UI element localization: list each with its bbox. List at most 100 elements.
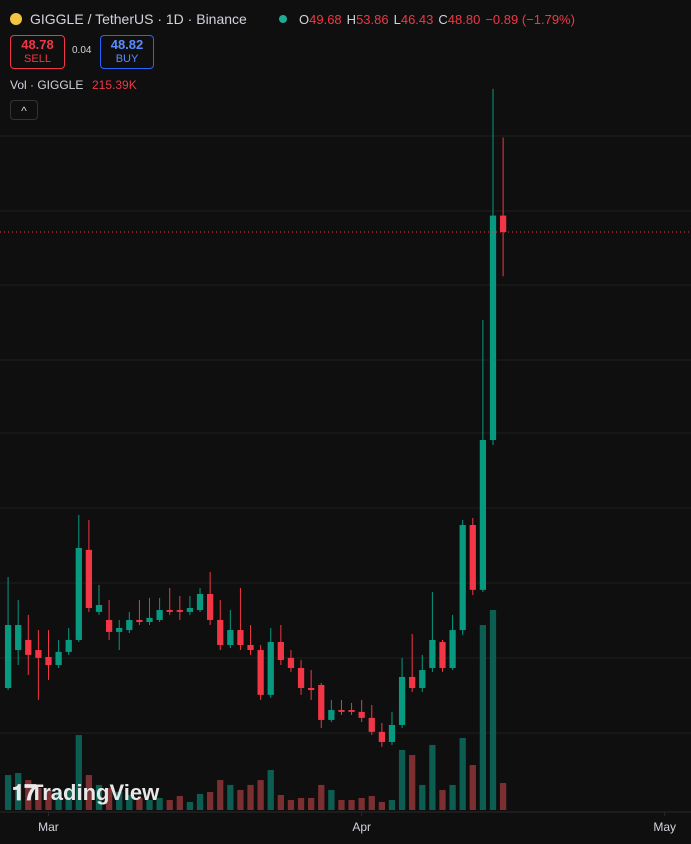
candle-body: [85, 549, 93, 608]
candle-body: [156, 610, 163, 620]
volume-bar: [247, 784, 254, 810]
volume-legend-name: Vol · GIGGLE: [10, 78, 84, 92]
candle-body: [35, 650, 42, 658]
volume-bar: [439, 789, 446, 810]
volume-bar: [186, 801, 194, 810]
buy-button[interactable]: 48.82 BUY: [100, 35, 154, 69]
candle-body: [247, 644, 254, 651]
volume-bar: [15, 773, 22, 810]
volume-bar: [176, 795, 183, 810]
plot: Mar Apr May: [0, 88, 691, 834]
volume-bar: [105, 787, 113, 810]
candle-body: [116, 627, 123, 632]
ohlc-label: O: [299, 12, 310, 27]
candle-body: [267, 642, 274, 695]
ohlc-label: L: [393, 12, 401, 27]
change: −0.89 (−1.79%): [485, 12, 575, 27]
volume-bar: [409, 754, 416, 810]
candle-body: [196, 593, 204, 611]
volume-bar: [25, 780, 32, 810]
volume-bar: [398, 749, 406, 810]
x-tick-label: May: [653, 820, 676, 834]
candle-body: [358, 711, 365, 718]
buy-price: 48.82: [110, 37, 144, 52]
ohlc-value: 53.86: [356, 12, 389, 27]
candle-body: [126, 619, 133, 631]
candle-body: [257, 650, 264, 695]
candle-body: [439, 642, 446, 668]
volume-bar: [156, 797, 163, 810]
ohlc-value: 49.68: [309, 12, 342, 27]
volume-bar: [469, 765, 476, 810]
volume-bar: [196, 793, 204, 810]
volume-bar: [479, 625, 487, 810]
x-tick-label: Mar: [38, 820, 59, 834]
candle-body: [75, 548, 82, 640]
candle-body: [65, 639, 72, 652]
candle-body: [146, 617, 153, 623]
candle-body: [45, 656, 52, 665]
candle-body: [338, 710, 345, 712]
candle-body: [105, 619, 113, 632]
volume-bar: [449, 784, 456, 810]
candle-body: [469, 525, 476, 590]
candle-body: [136, 619, 143, 623]
volume-bar: [267, 770, 274, 810]
volume-bar: [227, 784, 234, 810]
candle-body: [308, 687, 315, 691]
volume-bar: [338, 799, 345, 810]
buy-label: BUY: [115, 53, 139, 65]
candle-body: [409, 676, 416, 688]
ohlc-label: C: [438, 12, 448, 27]
volume-bar: [35, 787, 42, 810]
sell-button[interactable]: 48.78 SELL: [10, 35, 65, 69]
grid: [0, 135, 691, 734]
volume-bar: [4, 775, 12, 810]
volume-bar: [318, 784, 325, 810]
volume-bar: [237, 789, 244, 810]
candle-body: [429, 639, 436, 668]
volume-bar: [166, 799, 173, 810]
volume-bar: [308, 797, 315, 810]
candle-body: [95, 605, 103, 612]
volume-bar: [459, 737, 466, 810]
volume-bar: [368, 795, 375, 810]
volume-bar: [287, 799, 295, 810]
spread: 0.04: [72, 45, 92, 56]
candle-body: [348, 710, 355, 712]
volume-bar: [45, 789, 52, 810]
volume-bar: [499, 783, 507, 810]
candle-body: [15, 625, 22, 651]
volume-bar: [358, 797, 365, 810]
volume-bar: [277, 794, 284, 810]
volume-bar: [136, 797, 143, 810]
sell-price: 48.78: [21, 37, 54, 52]
volume-bar: [328, 789, 335, 810]
symbol-icon: [10, 13, 22, 25]
candle-body: [206, 593, 214, 620]
candle-body: [287, 657, 295, 668]
ohlc-label: H: [346, 12, 357, 27]
volume-bar: [85, 775, 93, 810]
volume-legend-value: 215.39K: [92, 78, 137, 92]
candle-body: [227, 630, 234, 645]
candle-body: [328, 710, 335, 720]
volume-bar: [297, 797, 305, 810]
candle-body: [25, 639, 32, 655]
symbol-title: GIGGLE / TetherUS · 1D · Binance: [30, 11, 247, 27]
ohlc-value: 46.43: [400, 12, 434, 27]
volume-bar: [75, 735, 82, 810]
watermark: TradingView: [30, 780, 160, 805]
candle-body: [398, 676, 406, 725]
ohlc-value: 48.80: [447, 12, 481, 27]
candle-body: [489, 215, 497, 440]
candle-body: [479, 440, 487, 590]
volume-bar: [95, 784, 103, 810]
candle-body: [297, 667, 305, 688]
candle-body: [368, 717, 375, 732]
collapse-button[interactable]: ^: [10, 100, 38, 120]
candle-body: [217, 619, 224, 645]
